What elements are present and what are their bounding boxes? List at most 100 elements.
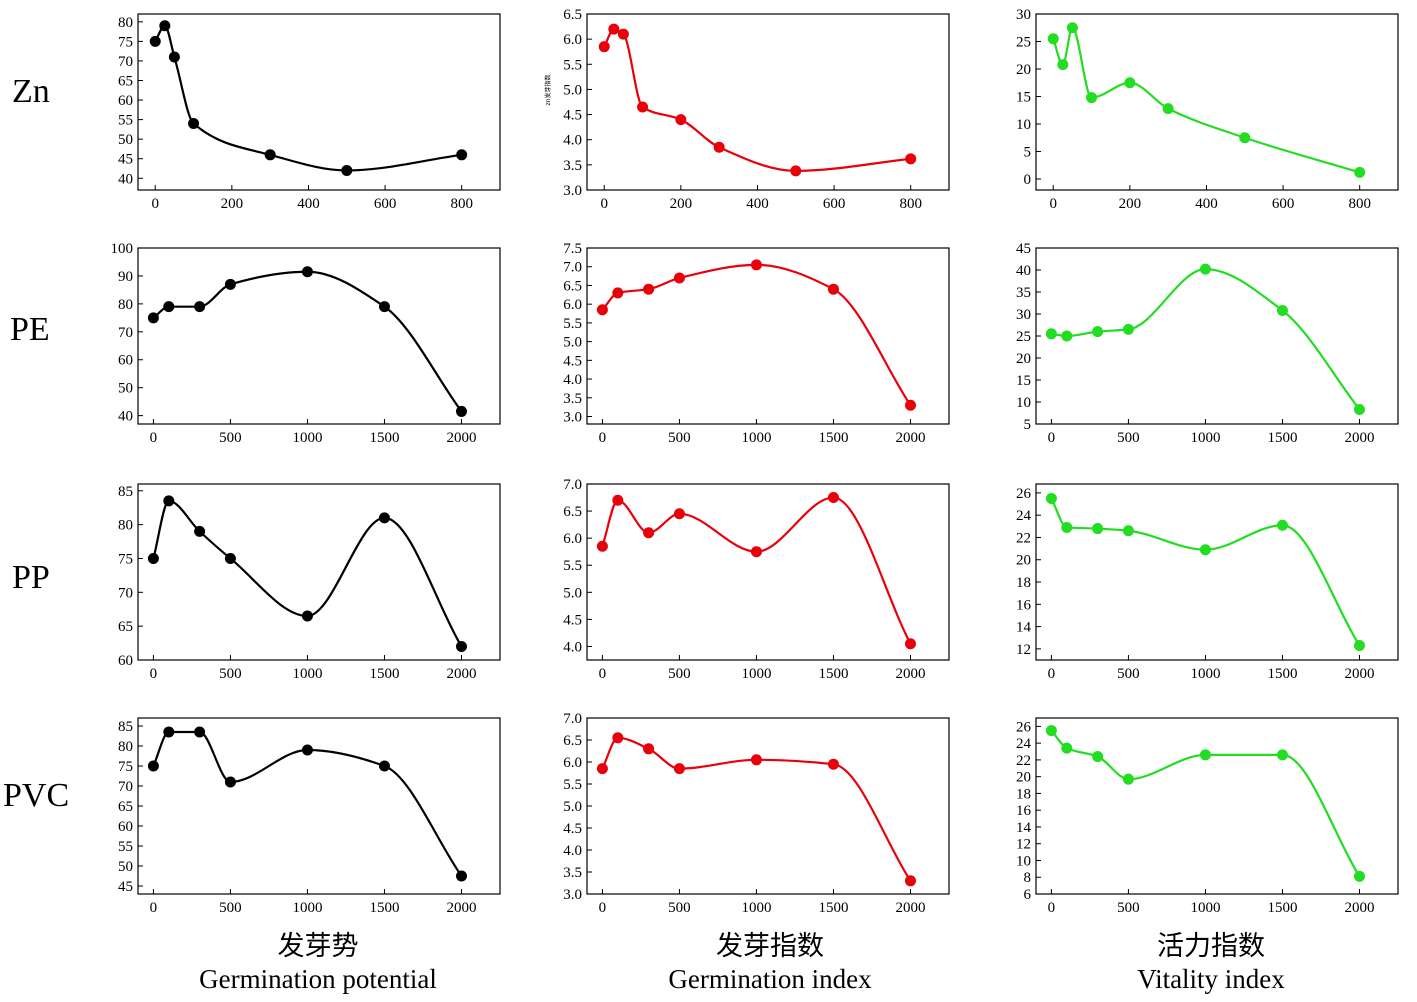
panel-pvc-germination-potential: 0 500 1000 1500 2000 45 50 55 60 65 70 75 80 85	[118, 717, 501, 916]
plot-frame	[137, 483, 501, 661]
x-tick-label: 2000	[1344, 900, 1374, 916]
x-tick-label: 2000	[446, 900, 476, 916]
y-tick-label: 5	[1024, 417, 1032, 433]
data-point-6	[904, 399, 916, 411]
y-tick-label: 5.5	[563, 558, 582, 574]
x-tick-label: 0	[1048, 900, 1056, 916]
data-point-0	[598, 41, 610, 53]
x-tick-label: 2000	[446, 666, 476, 682]
x-tick-label: 200	[221, 196, 244, 212]
y-tick-label: 6.0	[563, 531, 582, 547]
x-tick-label: 0	[1048, 430, 1056, 446]
x-tick-label: 600	[374, 196, 397, 212]
plot-frame	[137, 13, 501, 191]
row-label-pe: PE	[10, 311, 50, 348]
y-tick-label: 50	[118, 132, 133, 148]
data-point-0	[1047, 33, 1059, 45]
x-tick-label: 400	[1195, 196, 1218, 212]
y-tick-label: 5.5	[563, 316, 582, 332]
plot-frame	[586, 247, 950, 425]
x-tick-label: 0	[599, 666, 607, 682]
y-tick-label: 4.0	[563, 133, 582, 149]
y-tick-label: 25	[1016, 329, 1031, 345]
data-point-4	[750, 754, 762, 766]
col-title-en-potential: Germination potential	[199, 964, 437, 994]
x-tick-label: 0	[1048, 666, 1056, 682]
y-tick-label: 5.5	[563, 777, 582, 793]
x-tick-label: 1500	[369, 900, 399, 916]
data-point-1	[1061, 521, 1073, 533]
y-tick-label: 3.0	[563, 410, 582, 426]
data-point-6	[455, 870, 467, 882]
x-tick-label: 2000	[895, 900, 925, 916]
data-point-3	[673, 763, 685, 775]
y-tick-label: 5.0	[563, 82, 582, 98]
data-point-1	[159, 20, 171, 32]
x-tick-label: 0	[599, 430, 607, 446]
y-tick-label: 5.5	[563, 57, 582, 73]
y-tick-label: 14	[1016, 820, 1032, 836]
data-point-4	[1199, 749, 1211, 761]
data-point-1	[612, 287, 624, 299]
y-tick-label: 85	[118, 484, 133, 500]
y-tick-label: 5.0	[563, 799, 582, 815]
data-point-0	[1045, 328, 1057, 340]
x-tick-label: 200	[670, 196, 693, 212]
x-tick-label: 1500	[369, 430, 399, 446]
y-tick-label: 30	[1016, 7, 1031, 23]
y-tick-label: 16	[1016, 597, 1032, 613]
data-point-2	[194, 525, 206, 537]
y-tick-label: 6.5	[563, 733, 582, 749]
x-tick-label: 1500	[818, 430, 848, 446]
x-tick-label: 0	[600, 196, 608, 212]
x-tick-label: 500	[668, 900, 691, 916]
y-tick-label: 4.0	[563, 372, 582, 388]
data-point-1	[1057, 59, 1069, 71]
panel-zn-vitality-index: 0 200 400 600 800 0 5 10 15 20 25 30	[1016, 7, 1399, 212]
y-tick-label: 10	[1016, 395, 1031, 411]
y-tick-label: 18	[1016, 786, 1031, 802]
data-point-6	[455, 640, 467, 652]
data-point-4	[1199, 544, 1211, 556]
data-point-4	[1199, 263, 1211, 275]
y-tick-label: 6.5	[563, 278, 582, 294]
data-point-5	[827, 283, 839, 295]
y-tick-label: 6.5	[563, 504, 582, 520]
panel-pe-vitality-index: 0 500 1000 1500 2000 5 10 15 20 25 30 35 40 45	[1016, 241, 1399, 446]
series-line	[154, 24, 462, 172]
y-tick-label: 65	[118, 73, 133, 89]
x-tick-label: 400	[297, 196, 320, 212]
x-tick-label: 0	[1049, 196, 1057, 212]
data-point-1	[608, 23, 620, 35]
y-tick-label: 55	[118, 839, 133, 855]
y-tick-label: 26	[1016, 719, 1032, 735]
data-point-0	[1045, 492, 1057, 504]
data-point-3	[673, 272, 685, 284]
y-tick-label: 7.0	[563, 260, 582, 276]
col-title-cn-vitality: 活力指数	[1157, 931, 1265, 962]
y-tick-label: 4.5	[563, 108, 582, 124]
x-tick-label: 1500	[1267, 666, 1297, 682]
data-point-4	[1124, 77, 1136, 89]
data-point-2	[1092, 751, 1104, 763]
y-tick-label: 7.0	[563, 711, 582, 727]
data-point-1	[1061, 330, 1073, 342]
y-tick-label: 65	[118, 799, 133, 815]
x-tick-label: 2000	[895, 430, 925, 446]
data-point-3	[673, 508, 685, 520]
y-tick-label: 70	[118, 585, 133, 601]
x-tick-label: 800	[1348, 196, 1371, 212]
y-tick-label: 6	[1024, 887, 1032, 903]
y-tick-label: 3.5	[563, 865, 582, 881]
x-tick-label: 800	[450, 196, 473, 212]
y-tick-label: 26	[1016, 486, 1032, 502]
series-line	[1051, 268, 1361, 411]
y-tick-label: 45	[118, 879, 133, 895]
data-point-0	[596, 304, 608, 316]
y-tick-label: 15	[1016, 373, 1031, 389]
data-point-0	[147, 760, 159, 772]
y-tick-label: 3.5	[563, 158, 582, 174]
y-tick-label: 20	[1016, 770, 1031, 786]
data-point-5	[341, 164, 353, 176]
x-tick-label: 500	[1117, 430, 1140, 446]
